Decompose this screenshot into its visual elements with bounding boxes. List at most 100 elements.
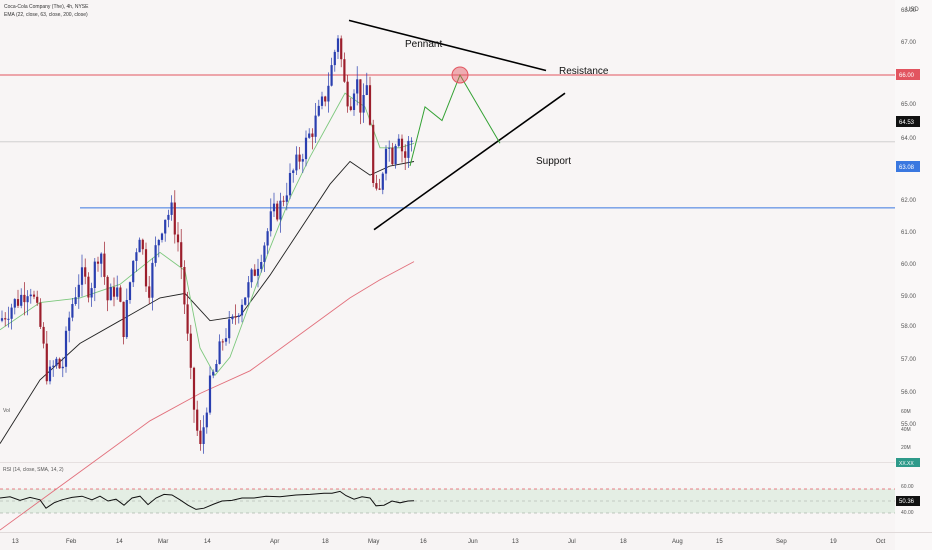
candle-body[interactable] [32, 294, 36, 297]
candle-body[interactable] [71, 304, 74, 318]
candle-body[interactable] [151, 262, 154, 298]
pennant-upper-trendline[interactable] [348, 19, 547, 72]
candle-body[interactable] [26, 296, 29, 303]
candle-body[interactable] [224, 338, 228, 342]
candle-body[interactable] [96, 261, 100, 264]
ema-legend[interactable]: EMA (22, close, 63, close, 200, close) [4, 12, 88, 18]
candle-body[interactable] [141, 239, 144, 250]
candle-body[interactable] [228, 319, 231, 339]
candle-body[interactable] [87, 276, 90, 298]
candle-body[interactable] [349, 106, 352, 110]
candle-body[interactable] [365, 85, 368, 95]
candle-body[interactable] [128, 282, 132, 300]
candle-body[interactable] [253, 269, 256, 276]
candle-body[interactable] [112, 287, 116, 297]
candle-body[interactable] [202, 427, 205, 444]
candle-body[interactable] [45, 343, 48, 382]
candle-body[interactable] [269, 211, 272, 232]
candle-body[interactable] [148, 286, 151, 298]
candle-body[interactable] [320, 96, 324, 106]
candle-body[interactable] [55, 358, 58, 366]
candle-body[interactable] [93, 261, 96, 288]
candle-body[interactable] [359, 79, 362, 113]
candle-body[interactable] [407, 140, 410, 158]
candle-body[interactable] [186, 304, 189, 334]
candle-body[interactable] [276, 203, 279, 220]
candle-body[interactable] [196, 409, 199, 431]
candle-body[interactable] [301, 159, 304, 162]
candle-body[interactable] [288, 173, 292, 196]
candle-body[interactable] [314, 115, 317, 137]
candle-body[interactable] [240, 304, 244, 316]
candle-body[interactable] [4, 318, 7, 320]
candle-body[interactable] [176, 234, 180, 243]
candle-body[interactable] [109, 287, 112, 301]
pennant-lower-trendline[interactable] [373, 92, 566, 231]
candle-body[interactable] [295, 154, 298, 171]
candle-body[interactable] [400, 138, 404, 152]
candle-body[interactable] [250, 269, 253, 283]
candle-body[interactable] [272, 203, 276, 212]
candle-body[interactable] [167, 214, 170, 220]
candle-body[interactable] [340, 38, 343, 60]
candle-body[interactable] [125, 300, 128, 338]
candle-body[interactable] [343, 59, 346, 82]
candle-body[interactable] [116, 287, 119, 297]
candle-body[interactable] [330, 65, 333, 86]
candle-body[interactable] [404, 151, 407, 158]
candle-body[interactable] [135, 252, 138, 261]
candle-body[interactable] [394, 145, 397, 165]
candle-body[interactable] [346, 81, 349, 107]
candle-body[interactable] [336, 38, 340, 52]
candle-body[interactable] [52, 365, 55, 367]
candle-body[interactable] [304, 137, 308, 160]
candle-body[interactable] [212, 371, 215, 376]
candle-body[interactable] [199, 430, 202, 444]
candle-body[interactable] [410, 140, 413, 142]
resistance-touch-marker[interactable] [451, 66, 469, 84]
candle-body[interactable] [378, 188, 381, 190]
projection-path[interactable] [409, 73, 501, 167]
candle-body[interactable] [90, 288, 93, 298]
candle-body[interactable] [122, 301, 125, 337]
candle-body[interactable] [192, 367, 196, 410]
candle-body[interactable] [138, 239, 141, 253]
candle-body[interactable] [103, 253, 106, 277]
candle-body[interactable] [375, 183, 378, 189]
candle-body[interactable] [189, 333, 192, 368]
candle-body[interactable] [183, 267, 186, 305]
candle-body[interactable] [292, 170, 295, 173]
candle-body[interactable] [164, 219, 167, 234]
candle-body[interactable] [58, 358, 61, 369]
symbol-header[interactable]: Coca-Cola Company (The), 4h, NYSE [4, 4, 89, 10]
candle-body[interactable] [231, 316, 234, 320]
candle-body[interactable] [68, 317, 71, 331]
candle-body[interactable] [205, 412, 208, 428]
candle-body[interactable] [0, 318, 4, 321]
candle-body[interactable] [215, 364, 218, 372]
candle-body[interactable] [263, 245, 266, 263]
candle-body[interactable] [285, 195, 288, 202]
candle-body[interactable] [298, 154, 301, 162]
candle-body[interactable] [279, 200, 282, 220]
candle-body[interactable] [7, 318, 10, 320]
candle-body[interactable] [324, 96, 327, 102]
candle-body[interactable] [260, 262, 263, 269]
candle-body[interactable] [42, 326, 45, 344]
candle-body[interactable] [237, 315, 240, 317]
candle-body[interactable] [80, 267, 84, 285]
candle-body[interactable] [234, 316, 237, 318]
candle-body[interactable] [157, 240, 160, 246]
candle-body[interactable] [119, 287, 122, 302]
candle-body[interactable] [36, 296, 39, 303]
candle-body[interactable] [160, 233, 164, 240]
candle-body[interactable] [13, 299, 16, 308]
candle-body[interactable] [39, 302, 42, 327]
candle-body[interactable] [29, 294, 32, 297]
candle-body[interactable] [384, 148, 388, 174]
candle-body[interactable] [10, 307, 13, 319]
candle-body[interactable] [221, 341, 224, 343]
candle-body[interactable] [180, 242, 183, 267]
candle-body[interactable] [356, 79, 359, 94]
